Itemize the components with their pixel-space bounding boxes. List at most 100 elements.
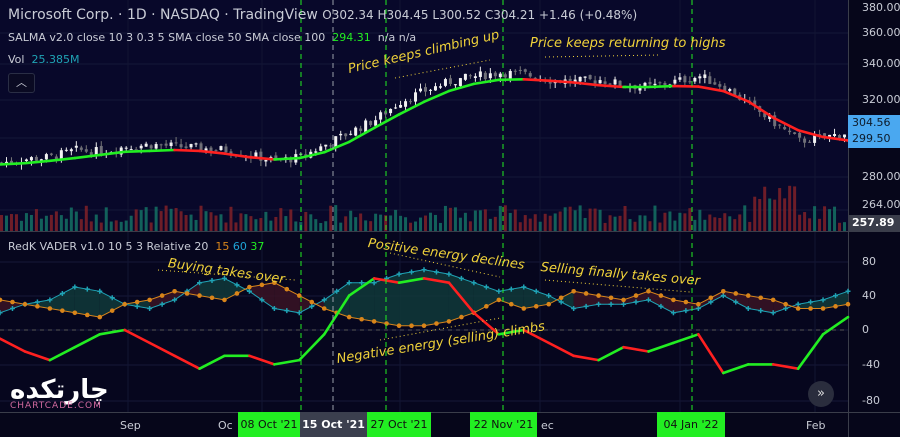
negative-marker [0,297,3,303]
volume-bar [14,214,18,231]
volume-bar [638,215,642,231]
negative-marker [484,304,489,309]
price-pane [0,0,848,231]
candle-body [189,144,193,148]
volume-bar [713,217,717,231]
negative-marker [658,293,664,298]
negative-marker [621,297,626,303]
last-price-tag: 304.56 [848,115,900,132]
volume-bar [513,209,517,231]
candle-body [339,133,343,136]
volume-bar [538,221,542,231]
symbol-name: Microsoft Corp. [8,7,114,23]
candle-body [433,86,437,91]
candle-body [209,147,213,152]
candle-body [129,149,133,151]
candle-body [344,133,348,137]
salma-line-segment [547,79,575,84]
volume-bar [39,218,43,231]
volume-bar [89,221,93,231]
volume-bar [593,208,597,231]
candle-body [324,144,328,147]
candle-body [438,86,442,88]
salma-line-segment [198,149,226,155]
candle-body [518,69,522,72]
candle-body [838,135,842,139]
negative-marker [109,308,115,313]
candle-body [219,146,223,150]
volume-bar [703,219,707,231]
candle-body [99,145,103,156]
negative-marker [284,286,290,292]
candle-body [613,79,617,85]
collapse-legend-button[interactable]: ︿ [8,73,35,93]
vader-legend[interactable]: RedK VADER v1.0 10 5 3 Relative 20 15 60… [8,240,264,253]
volume-bar [374,213,378,231]
interval[interactable]: 1D [126,7,147,23]
volume-bar [633,221,637,231]
volume-bar [578,205,582,231]
salma-legend[interactable]: SALMA v2.0 close 10 3 0.3 5 SMA close 50… [8,31,416,44]
candle-body [369,121,373,126]
volume-legend[interactable]: Vol 25.385M [8,53,79,66]
negative-marker [583,291,589,296]
positive-marker [396,271,402,277]
candle-body [414,92,418,102]
candle-body [653,83,657,86]
salma-line-segment [347,126,376,144]
volume-bar [518,222,522,231]
volume-bar [553,213,557,231]
positive-marker [745,306,751,311]
volume-bar [468,221,472,231]
negative-marker [359,316,364,322]
candle-body [798,132,802,138]
positive-marker [259,297,265,303]
candle-body [513,70,517,72]
volume-bar [99,222,103,231]
volume-bar [843,222,847,231]
salma-line-segment [148,148,176,153]
net-energy-segment [721,363,750,375]
candle-body [159,144,163,146]
candle-body [478,71,482,77]
symbol-legend: Microsoft Corp. · 1D · NASDAQ · TradingV… [8,7,638,23]
volume-bar [274,216,278,231]
negative-marker [409,323,414,329]
volume-bar [478,210,482,231]
annotation-arrow [157,269,296,281]
volume-bar [628,219,632,231]
candle-body [648,81,652,85]
energy-fill [648,291,674,313]
volume-bar [129,215,133,231]
candle-body [149,145,153,149]
positive-marker [833,293,839,299]
negative-marker [321,306,327,311]
candle-body [638,87,642,91]
candle-body [708,76,712,84]
volume-bar [753,196,757,231]
logo-sub: CHARTCADE.COM [10,401,102,411]
candle-body [458,78,462,86]
volume-bar [414,221,418,231]
volume-bar [728,216,732,231]
volume-bar [359,213,363,231]
salma-line-segment [98,150,127,157]
candle-body [813,135,817,143]
candle-body [214,150,218,152]
volume-bar [154,206,158,231]
salma-line-segment [297,150,326,160]
candle-body [783,127,787,130]
scroll-to-realtime-button[interactable]: » [808,381,834,407]
volume-bar [119,221,123,231]
positive-marker [658,303,664,309]
volume-bar [354,217,358,231]
positive-marker [546,293,552,299]
volume-bar [219,214,223,231]
volume-bar [309,214,313,231]
net-energy-segment [248,354,276,366]
vol-label: Vol [8,53,25,66]
ohlc-values: O302.34 H304.45 L300.52 C304.21 +1.46 (+… [322,8,638,22]
candle-body [603,81,607,84]
volume-bar [688,208,692,231]
